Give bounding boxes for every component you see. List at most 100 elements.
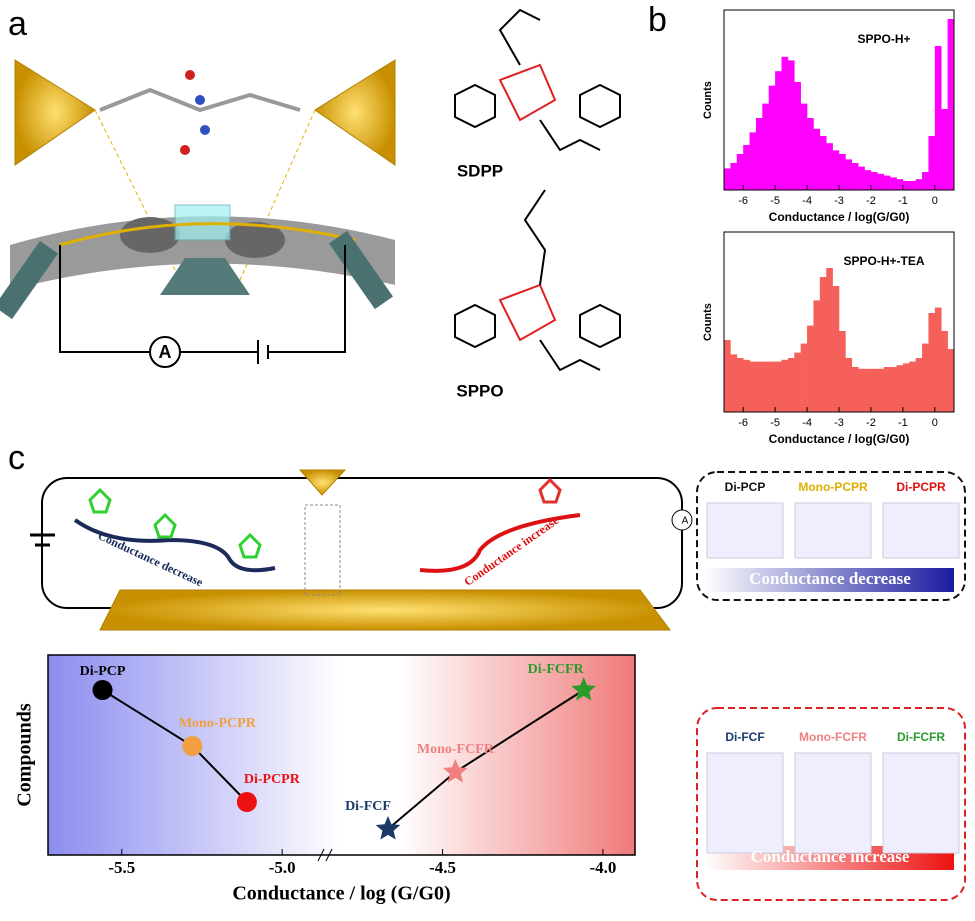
histogram-bar [787,60,795,191]
histogram-bar [890,177,897,190]
molecule-label: SDPP [457,161,503,180]
x-tick-label: -2 [866,417,876,429]
histogram-bar [947,349,955,412]
histogram-bar [755,361,763,412]
histogram-bar [877,173,885,190]
histogram-bar [787,358,795,412]
histogram-bar [730,163,738,190]
histogram-bar [922,343,929,412]
x-tick-label: -1 [898,195,908,207]
molecule-image [706,752,784,854]
histogram-bar [724,340,731,412]
histogram-bar [781,56,789,190]
histogram-bar [832,286,840,412]
x-tick-label: -1 [898,417,908,429]
y-axis-label: Counts [702,81,714,119]
data-point [571,677,597,701]
point-label: Di-PCPR [244,772,301,787]
x-tick-label: -4 [802,417,812,429]
histogram-bar [781,359,789,412]
histogram-bar [883,367,891,412]
histogram-bar [762,361,770,412]
chart-title: SPPO-H+-TEA [843,254,924,268]
gradient-label: Conductance increase [751,847,910,866]
histogram-bar [826,268,833,412]
x-tick-label: -2 [866,195,876,207]
histogram-bar [845,358,853,412]
x-tick-label: -5 [770,195,780,207]
molecule-image [882,752,960,854]
point-label: Di-FCFR [528,662,585,677]
histogram-bar [730,354,738,412]
histogram-bar [896,179,904,190]
histogram-bar [819,277,827,412]
x-tick-label: 0 [932,417,938,429]
compound-label: Di-PCP [725,480,766,494]
annotation: Conductance increase [461,513,561,589]
histogram-bar [813,300,821,412]
histogram-bar [934,46,942,190]
circuit-diagram [30,469,693,631]
molecule-image [706,502,784,559]
histogram-bar [864,170,872,190]
histogram-bar [755,118,763,190]
data-point [92,680,113,700]
gradient-label: Conductance decrease [749,569,911,588]
histogram-bar [775,71,782,190]
histogram-bar [877,368,885,412]
comparison-box [696,707,966,901]
histogram-bar [922,172,929,190]
histogram-bar [909,181,916,190]
molecule-label: SPPO [456,381,503,400]
histogram-bar [736,154,744,190]
histogram-bar [896,365,904,412]
compound-label: Di-FCF [725,730,764,744]
comparison-box [696,471,966,601]
gradient-bar [704,568,954,592]
histogram-bar [800,103,808,190]
histogram-bar [839,331,846,412]
panel-label: c [8,439,25,477]
histogram-bar [851,163,859,190]
chart-title: SPPO-H+ [857,32,910,46]
histogram-bar [870,368,878,412]
compound-label: Di-PCPR [896,480,946,494]
histogram-bar [902,363,910,412]
axis-break [317,848,333,862]
histogram-bar [839,154,846,190]
histogram-bar [909,361,916,412]
histogram-bar [902,181,910,190]
histogram-bar [736,358,744,412]
point-label: Di-PCP [80,664,126,679]
x-tick-label: -3 [834,195,844,207]
histogram-bar [826,143,833,190]
compound-label: Mono-PCPR [798,480,868,494]
plot-background [48,655,635,855]
histogram-bar [800,343,808,412]
data-point [182,736,203,756]
histogram-bar [928,313,936,412]
histogram-bar [928,136,936,190]
histogram-bar [743,359,750,412]
histogram-bar [851,367,859,412]
x-tick-label: -6 [738,417,748,429]
x-tick-label: -5 [770,417,780,429]
histogram-bar [819,136,827,190]
histogram-bar [941,109,948,190]
histogram-bar [775,361,782,412]
data-point [375,816,401,840]
histogram-bar [890,367,897,412]
histogram-bar [870,172,878,190]
junction-schematic [0,59,396,368]
ammeter-label: A [682,516,689,527]
point-label: Mono-PCPR [179,716,257,731]
histogram-bar [807,118,814,190]
histogram-bar [915,179,923,190]
y-axis-label: Compounds [14,703,36,807]
x-tick-label: -4 [802,195,812,207]
y-axis-label: Counts [702,303,714,341]
histogram-bar [813,128,821,190]
histogram-bar [858,368,865,412]
x-tick-label: -5.5 [108,858,135,877]
